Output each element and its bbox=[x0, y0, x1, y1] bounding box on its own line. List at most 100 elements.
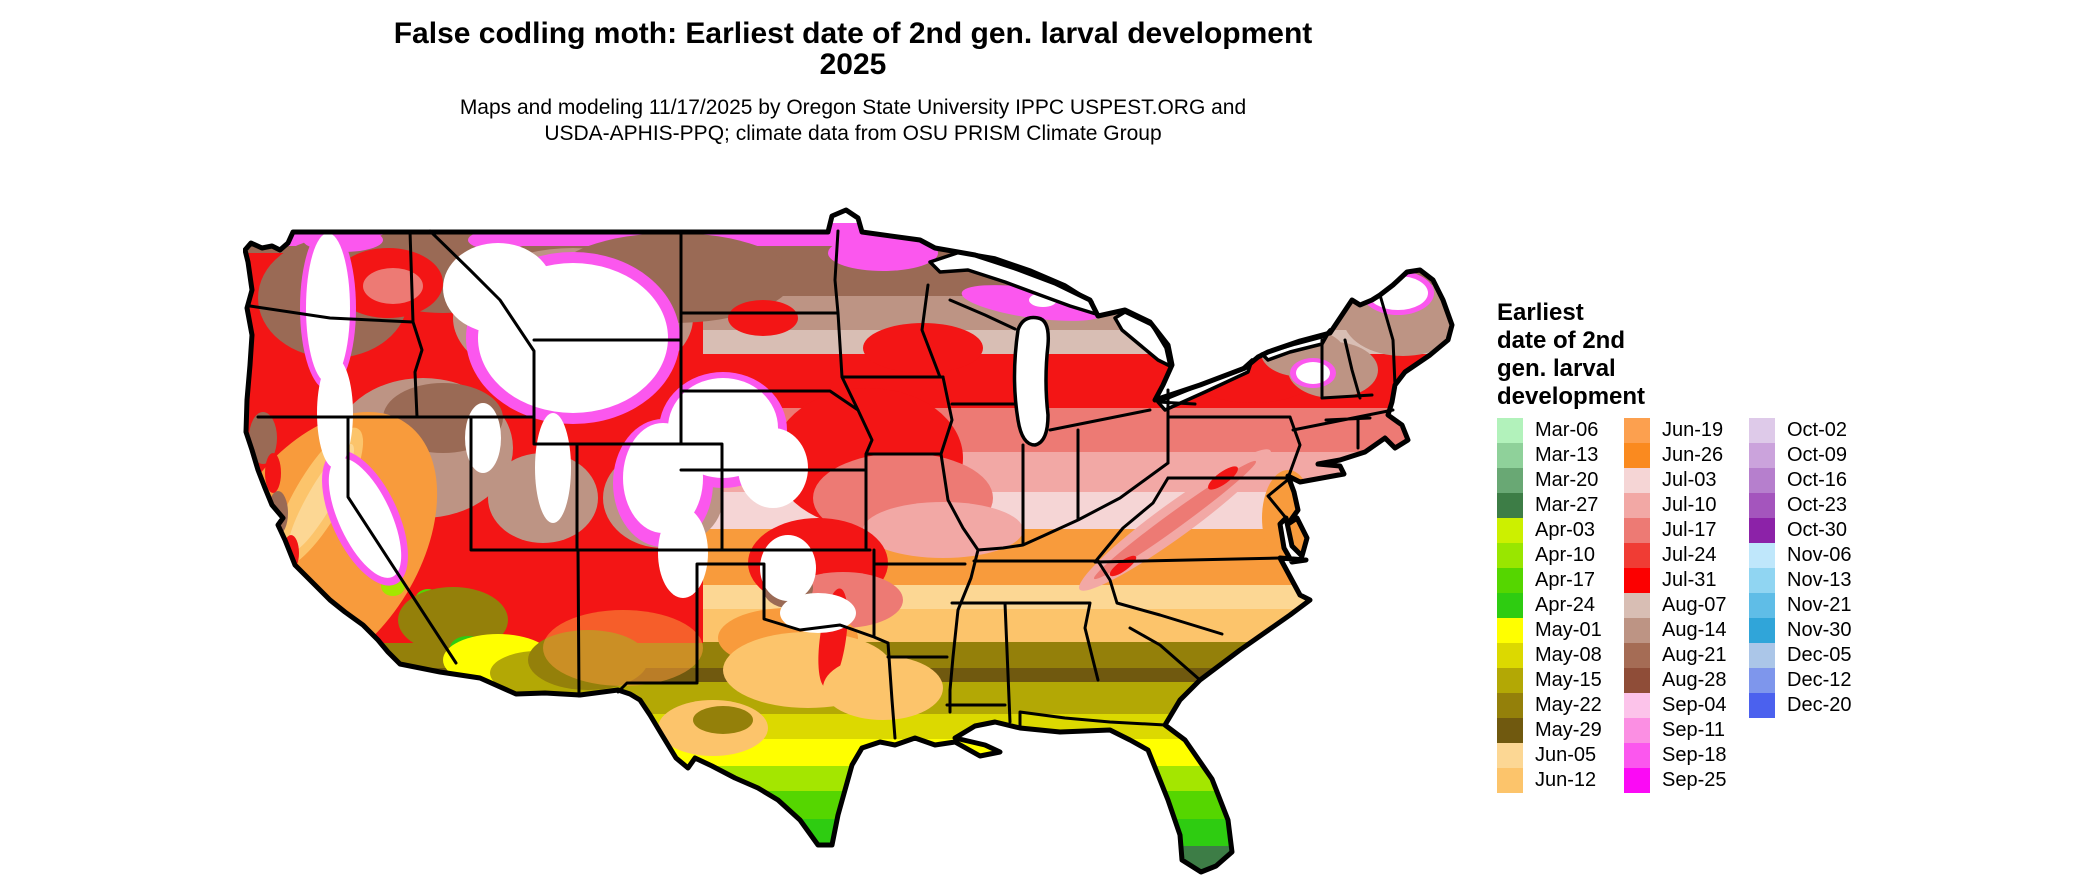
legend-swatch bbox=[1749, 668, 1775, 693]
legend-swatch bbox=[1749, 693, 1775, 718]
legend-item: Aug-07 bbox=[1624, 593, 1727, 618]
legend-swatch bbox=[1497, 443, 1523, 468]
legend-swatch bbox=[1624, 768, 1650, 793]
legend-label: Sep-25 bbox=[1662, 769, 1727, 791]
legend-label: Jul-10 bbox=[1662, 494, 1717, 516]
legend-label: Mar-27 bbox=[1535, 494, 1599, 516]
legend-label: Jun-26 bbox=[1662, 444, 1724, 466]
legend-item: Nov-06 bbox=[1749, 543, 1851, 568]
legend-swatch bbox=[1749, 418, 1775, 443]
legend-label: Oct-02 bbox=[1787, 419, 1848, 441]
legend-swatch bbox=[1624, 543, 1650, 568]
header: False codling moth: Earliest date of 2nd… bbox=[0, 18, 1706, 147]
legend-item: Oct-30 bbox=[1749, 518, 1851, 543]
legend-swatch bbox=[1497, 593, 1523, 618]
legend-label: Mar-20 bbox=[1535, 469, 1599, 491]
legend-swatch bbox=[1749, 443, 1775, 468]
legend-label: Aug-21 bbox=[1662, 644, 1727, 666]
legend-item: Nov-13 bbox=[1749, 568, 1851, 593]
legend-label: May-15 bbox=[1535, 669, 1602, 691]
legend-swatch bbox=[1624, 518, 1650, 543]
legend-label: Sep-04 bbox=[1662, 694, 1727, 716]
legend-label: Apr-17 bbox=[1535, 569, 1596, 591]
legend-swatch bbox=[1624, 443, 1650, 468]
legend-item: May-22 bbox=[1497, 693, 1602, 718]
legend-item: Dec-12 bbox=[1749, 668, 1851, 693]
legend-swatch bbox=[1497, 568, 1523, 593]
legend-swatch bbox=[1749, 543, 1775, 568]
legend-label: Apr-24 bbox=[1535, 594, 1596, 616]
legend-label: Aug-28 bbox=[1662, 669, 1727, 691]
legend-label: Jul-03 bbox=[1662, 469, 1717, 491]
legend-label: Nov-06 bbox=[1787, 544, 1852, 566]
legend-label: Oct-23 bbox=[1787, 494, 1848, 516]
legend-item: Jun-05 bbox=[1497, 743, 1602, 768]
legend-item: Aug-21 bbox=[1624, 643, 1727, 668]
map-legend: Earliest date of 2nd gen. larval develop… bbox=[1497, 299, 1917, 793]
legend-label: May-08 bbox=[1535, 644, 1602, 666]
legend-swatch bbox=[1624, 418, 1650, 443]
legend-item: Apr-24 bbox=[1497, 593, 1602, 618]
legend-swatch bbox=[1497, 693, 1523, 718]
us-map-svg bbox=[242, 207, 1455, 875]
legend-item: Jul-10 bbox=[1624, 493, 1727, 518]
legend-item: Aug-14 bbox=[1624, 618, 1727, 643]
legend-swatch bbox=[1497, 768, 1523, 793]
legend-label: Mar-06 bbox=[1535, 419, 1599, 441]
legend-swatch bbox=[1624, 743, 1650, 768]
legend-swatch bbox=[1624, 618, 1650, 643]
legend-swatch bbox=[1624, 493, 1650, 518]
legend-swatch bbox=[1749, 593, 1775, 618]
legend-swatch bbox=[1497, 493, 1523, 518]
legend-label: Jul-31 bbox=[1662, 569, 1717, 591]
legend-label: Sep-18 bbox=[1662, 744, 1727, 766]
legend-item: Apr-10 bbox=[1497, 543, 1602, 568]
legend-label: Mar-13 bbox=[1535, 444, 1599, 466]
legend-swatch bbox=[1624, 568, 1650, 593]
legend-item: Sep-25 bbox=[1624, 768, 1727, 793]
legend-item: Mar-27 bbox=[1497, 493, 1602, 518]
title-line2: 2025 bbox=[819, 48, 887, 81]
legend-swatch bbox=[1624, 643, 1650, 668]
legend-item: Jun-19 bbox=[1624, 418, 1727, 443]
legend-label: Aug-14 bbox=[1662, 619, 1727, 641]
legend-label: Dec-12 bbox=[1787, 669, 1852, 691]
legend-swatch bbox=[1624, 468, 1650, 493]
legend-item: Nov-30 bbox=[1749, 618, 1851, 643]
legend-label: Nov-30 bbox=[1787, 619, 1852, 641]
subtitle-line1: Maps and modeling 11/17/2025 by Oregon S… bbox=[459, 96, 1247, 119]
legend-label: Jul-24 bbox=[1662, 544, 1717, 566]
legend-item: Jul-31 bbox=[1624, 568, 1727, 593]
legend-label: Dec-05 bbox=[1787, 644, 1852, 666]
legend-item: Jul-17 bbox=[1624, 518, 1727, 543]
legend-item: Dec-20 bbox=[1749, 693, 1851, 718]
legend-item: Jul-03 bbox=[1624, 468, 1727, 493]
legend-label: Jun-05 bbox=[1535, 744, 1597, 766]
legend-label: Nov-13 bbox=[1787, 569, 1852, 591]
legend-item: Sep-11 bbox=[1624, 718, 1727, 743]
legend-swatch bbox=[1497, 643, 1523, 668]
legend-label: Jun-12 bbox=[1535, 769, 1597, 791]
legend-swatch bbox=[1624, 718, 1650, 743]
legend-swatch bbox=[1497, 668, 1523, 693]
legend-item: Oct-09 bbox=[1749, 443, 1851, 468]
legend-swatch bbox=[1624, 668, 1650, 693]
legend-item: Sep-04 bbox=[1624, 693, 1727, 718]
legend-item: Oct-02 bbox=[1749, 418, 1851, 443]
legend-item: Jun-12 bbox=[1497, 768, 1602, 793]
legend-swatch bbox=[1749, 518, 1775, 543]
legend-swatch bbox=[1749, 643, 1775, 668]
legend-label: Sep-11 bbox=[1662, 719, 1726, 741]
legend-swatch bbox=[1624, 693, 1650, 718]
legend-swatch bbox=[1497, 543, 1523, 568]
legend-label: Apr-10 bbox=[1535, 544, 1596, 566]
legend-swatch bbox=[1497, 618, 1523, 643]
lake-michigan bbox=[1012, 315, 1051, 447]
legend-item: Aug-28 bbox=[1624, 668, 1727, 693]
legend-swatch bbox=[1749, 618, 1775, 643]
us-map bbox=[242, 168, 1493, 880]
legend-swatch bbox=[1749, 568, 1775, 593]
legend-label: May-22 bbox=[1535, 694, 1602, 716]
legend-item: May-29 bbox=[1497, 718, 1602, 743]
